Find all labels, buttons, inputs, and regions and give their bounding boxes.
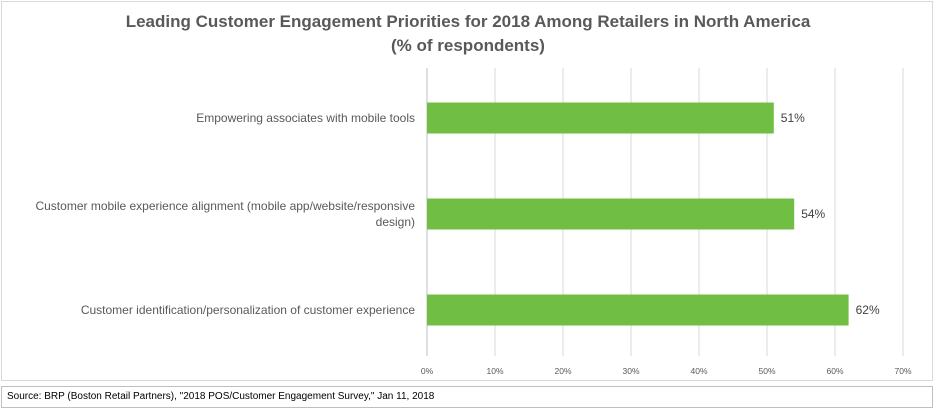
x-tick-label: 70%	[894, 366, 911, 376]
category-label: Empowering associates with mobile tools	[196, 111, 415, 125]
data-label: 54%	[801, 207, 825, 221]
bar	[427, 198, 795, 230]
chart-title: Leading Customer Engagement Priorities f…	[0, 10, 936, 58]
x-tick-label: 20%	[554, 366, 571, 376]
x-tick-label: 50%	[758, 366, 775, 376]
x-tick-label: 0%	[421, 366, 434, 376]
chart-frame	[1, 1, 933, 381]
data-label: 51%	[781, 111, 805, 125]
bar	[427, 294, 849, 326]
source-note: Source: BRP (Boston Retail Partners), "2…	[1, 386, 933, 408]
x-tick-label: 60%	[826, 366, 843, 376]
data-label: 62%	[856, 303, 880, 317]
chart-subtitle: (% of respondents)	[391, 36, 545, 55]
category-label: Customer identification/personalization …	[81, 303, 415, 317]
category-label: design)	[376, 215, 415, 229]
chart-title-main: Leading Customer Engagement Priorities f…	[125, 12, 811, 31]
bar	[427, 102, 774, 134]
bar-chart: 0% 10% 20% 30% 40% 50% 60% 70% 51% Empowering ass…	[35, 68, 912, 376]
x-tick-label: 10%	[486, 366, 503, 376]
x-tick-label: 40%	[690, 366, 707, 376]
category-label: Customer mobile experience alignment (mo…	[35, 199, 415, 213]
x-tick-label: 30%	[622, 366, 639, 376]
